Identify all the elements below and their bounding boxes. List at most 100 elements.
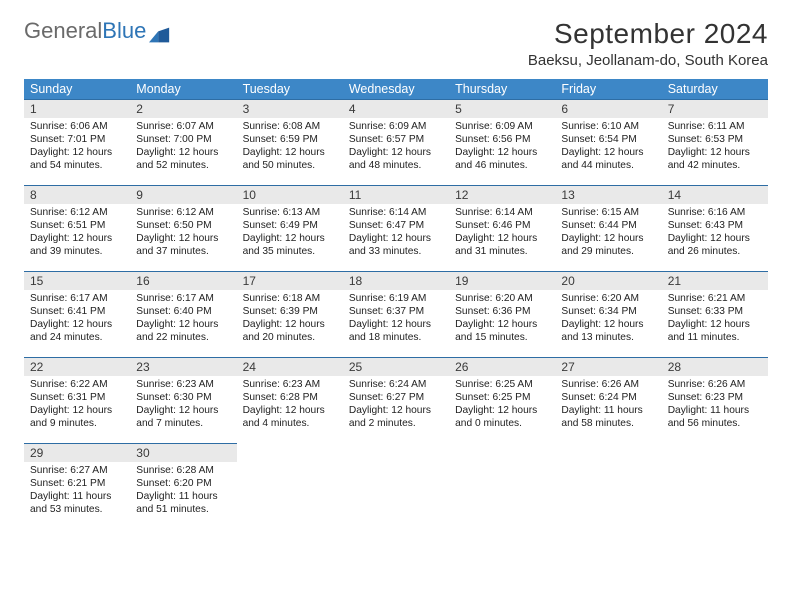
- sunset-line: Sunset: 6:56 PM: [455, 133, 549, 146]
- sunrise-line: Sunrise: 6:07 AM: [136, 120, 230, 133]
- sunrise-line: Sunrise: 6:09 AM: [349, 120, 443, 133]
- sunset-line: Sunset: 6:24 PM: [561, 391, 655, 404]
- logo-mark-icon: [149, 23, 171, 39]
- calendar-cell: 7Sunrise: 6:11 AMSunset: 6:53 PMDaylight…: [662, 99, 768, 185]
- calendar-cell: 28Sunrise: 6:26 AMSunset: 6:23 PMDayligh…: [662, 357, 768, 443]
- sunset-line: Sunset: 6:21 PM: [30, 477, 124, 490]
- sunrise-line: Sunrise: 6:20 AM: [455, 292, 549, 305]
- sunset-line: Sunset: 6:44 PM: [561, 219, 655, 232]
- daylight-line: Daylight: 12 hours and 52 minutes.: [136, 146, 230, 172]
- day-header: Saturday: [662, 79, 768, 99]
- day-number: 22: [24, 358, 130, 376]
- sunset-line: Sunset: 6:41 PM: [30, 305, 124, 318]
- day-number: 20: [555, 272, 661, 290]
- day-number: 27: [555, 358, 661, 376]
- calendar-cell: 19Sunrise: 6:20 AMSunset: 6:36 PMDayligh…: [449, 271, 555, 357]
- day-number: 9: [130, 186, 236, 204]
- daylight-line: Daylight: 12 hours and 37 minutes.: [136, 232, 230, 258]
- sunrise-line: Sunrise: 6:27 AM: [30, 464, 124, 477]
- header: GeneralBlue September 2024 Baeksu, Jeoll…: [24, 18, 768, 69]
- daylight-line: Daylight: 12 hours and 44 minutes.: [561, 146, 655, 172]
- sunrise-line: Sunrise: 6:16 AM: [668, 206, 762, 219]
- calendar-body: 1Sunrise: 6:06 AMSunset: 7:01 PMDaylight…: [24, 99, 768, 529]
- day-number: 6: [555, 100, 661, 118]
- daylight-line: Daylight: 12 hours and 26 minutes.: [668, 232, 762, 258]
- day-header: Friday: [555, 79, 661, 99]
- sunrise-line: Sunrise: 6:17 AM: [30, 292, 124, 305]
- calendar-row: 15Sunrise: 6:17 AMSunset: 6:41 PMDayligh…: [24, 271, 768, 357]
- calendar-cell: 24Sunrise: 6:23 AMSunset: 6:28 PMDayligh…: [237, 357, 343, 443]
- sunset-line: Sunset: 6:34 PM: [561, 305, 655, 318]
- calendar-cell: [662, 443, 768, 529]
- sunset-line: Sunset: 6:50 PM: [136, 219, 230, 232]
- calendar-cell: 1Sunrise: 6:06 AMSunset: 7:01 PMDaylight…: [24, 99, 130, 185]
- sunrise-line: Sunrise: 6:11 AM: [668, 120, 762, 133]
- sunrise-line: Sunrise: 6:12 AM: [30, 206, 124, 219]
- sunrise-line: Sunrise: 6:15 AM: [561, 206, 655, 219]
- logo: GeneralBlue: [24, 18, 171, 44]
- sunset-line: Sunset: 6:30 PM: [136, 391, 230, 404]
- calendar-cell: 12Sunrise: 6:14 AMSunset: 6:46 PMDayligh…: [449, 185, 555, 271]
- sunset-line: Sunset: 6:27 PM: [349, 391, 443, 404]
- day-number: 1: [24, 100, 130, 118]
- day-number: 5: [449, 100, 555, 118]
- calendar-cell: 18Sunrise: 6:19 AMSunset: 6:37 PMDayligh…: [343, 271, 449, 357]
- daylight-line: Daylight: 12 hours and 9 minutes.: [30, 404, 124, 430]
- logo-text-blue: Blue: [102, 18, 146, 44]
- day-number: 24: [237, 358, 343, 376]
- sunset-line: Sunset: 6:23 PM: [668, 391, 762, 404]
- sunset-line: Sunset: 6:40 PM: [136, 305, 230, 318]
- daylight-line: Daylight: 11 hours and 51 minutes.: [136, 490, 230, 516]
- daylight-line: Daylight: 11 hours and 56 minutes.: [668, 404, 762, 430]
- sunset-line: Sunset: 6:57 PM: [349, 133, 443, 146]
- sunset-line: Sunset: 6:31 PM: [30, 391, 124, 404]
- calendar-cell: [343, 443, 449, 529]
- day-number: 25: [343, 358, 449, 376]
- daylight-line: Daylight: 12 hours and 46 minutes.: [455, 146, 549, 172]
- calendar-row: 22Sunrise: 6:22 AMSunset: 6:31 PMDayligh…: [24, 357, 768, 443]
- calendar-cell: [237, 443, 343, 529]
- daylight-line: Daylight: 11 hours and 53 minutes.: [30, 490, 124, 516]
- day-number: 18: [343, 272, 449, 290]
- day-header: Thursday: [449, 79, 555, 99]
- month-title: September 2024: [528, 18, 768, 50]
- sunrise-line: Sunrise: 6:23 AM: [243, 378, 337, 391]
- calendar-cell: 29Sunrise: 6:27 AMSunset: 6:21 PMDayligh…: [24, 443, 130, 529]
- sunrise-line: Sunrise: 6:10 AM: [561, 120, 655, 133]
- calendar-cell: 10Sunrise: 6:13 AMSunset: 6:49 PMDayligh…: [237, 185, 343, 271]
- sunrise-line: Sunrise: 6:21 AM: [668, 292, 762, 305]
- calendar-cell: 15Sunrise: 6:17 AMSunset: 6:41 PMDayligh…: [24, 271, 130, 357]
- day-number: 13: [555, 186, 661, 204]
- daylight-line: Daylight: 12 hours and 50 minutes.: [243, 146, 337, 172]
- daylight-line: Daylight: 12 hours and 0 minutes.: [455, 404, 549, 430]
- day-number: 12: [449, 186, 555, 204]
- daylight-line: Daylight: 12 hours and 11 minutes.: [668, 318, 762, 344]
- day-header: Tuesday: [237, 79, 343, 99]
- calendar-cell: 16Sunrise: 6:17 AMSunset: 6:40 PMDayligh…: [130, 271, 236, 357]
- day-number: 3: [237, 100, 343, 118]
- calendar-cell: 4 Sunrise: 6:09 AMSunset: 6:57 PMDaylight…: [343, 99, 449, 185]
- sunset-line: Sunset: 6:36 PM: [455, 305, 549, 318]
- calendar-cell: 17Sunrise: 6:18 AMSunset: 6:39 PMDayligh…: [237, 271, 343, 357]
- sunset-line: Sunset: 7:00 PM: [136, 133, 230, 146]
- calendar-table: Sunday Monday Tuesday Wednesday Thursday…: [24, 79, 768, 529]
- day-number: 16: [130, 272, 236, 290]
- day-header-row: Sunday Monday Tuesday Wednesday Thursday…: [24, 79, 768, 99]
- calendar-cell: 21Sunrise: 6:21 AMSunset: 6:33 PMDayligh…: [662, 271, 768, 357]
- day-number: 4: [343, 100, 449, 118]
- daylight-line: Daylight: 12 hours and 48 minutes.: [349, 146, 443, 172]
- sunset-line: Sunset: 6:33 PM: [668, 305, 762, 318]
- daylight-line: Daylight: 11 hours and 58 minutes.: [561, 404, 655, 430]
- sunset-line: Sunset: 6:53 PM: [668, 133, 762, 146]
- sunset-line: Sunset: 6:43 PM: [668, 219, 762, 232]
- calendar-cell: 23Sunrise: 6:23 AMSunset: 6:30 PMDayligh…: [130, 357, 236, 443]
- day-header: Sunday: [24, 79, 130, 99]
- sunrise-line: Sunrise: 6:08 AM: [243, 120, 337, 133]
- daylight-line: Daylight: 12 hours and 31 minutes.: [455, 232, 549, 258]
- sunrise-line: Sunrise: 6:14 AM: [455, 206, 549, 219]
- day-number: 11: [343, 186, 449, 204]
- calendar-cell: 30Sunrise: 6:28 AMSunset: 6:20 PMDayligh…: [130, 443, 236, 529]
- daylight-line: Daylight: 12 hours and 4 minutes.: [243, 404, 337, 430]
- calendar-cell: 11Sunrise: 6:14 AMSunset: 6:47 PMDayligh…: [343, 185, 449, 271]
- location: Baeksu, Jeollanam-do, South Korea: [528, 52, 768, 69]
